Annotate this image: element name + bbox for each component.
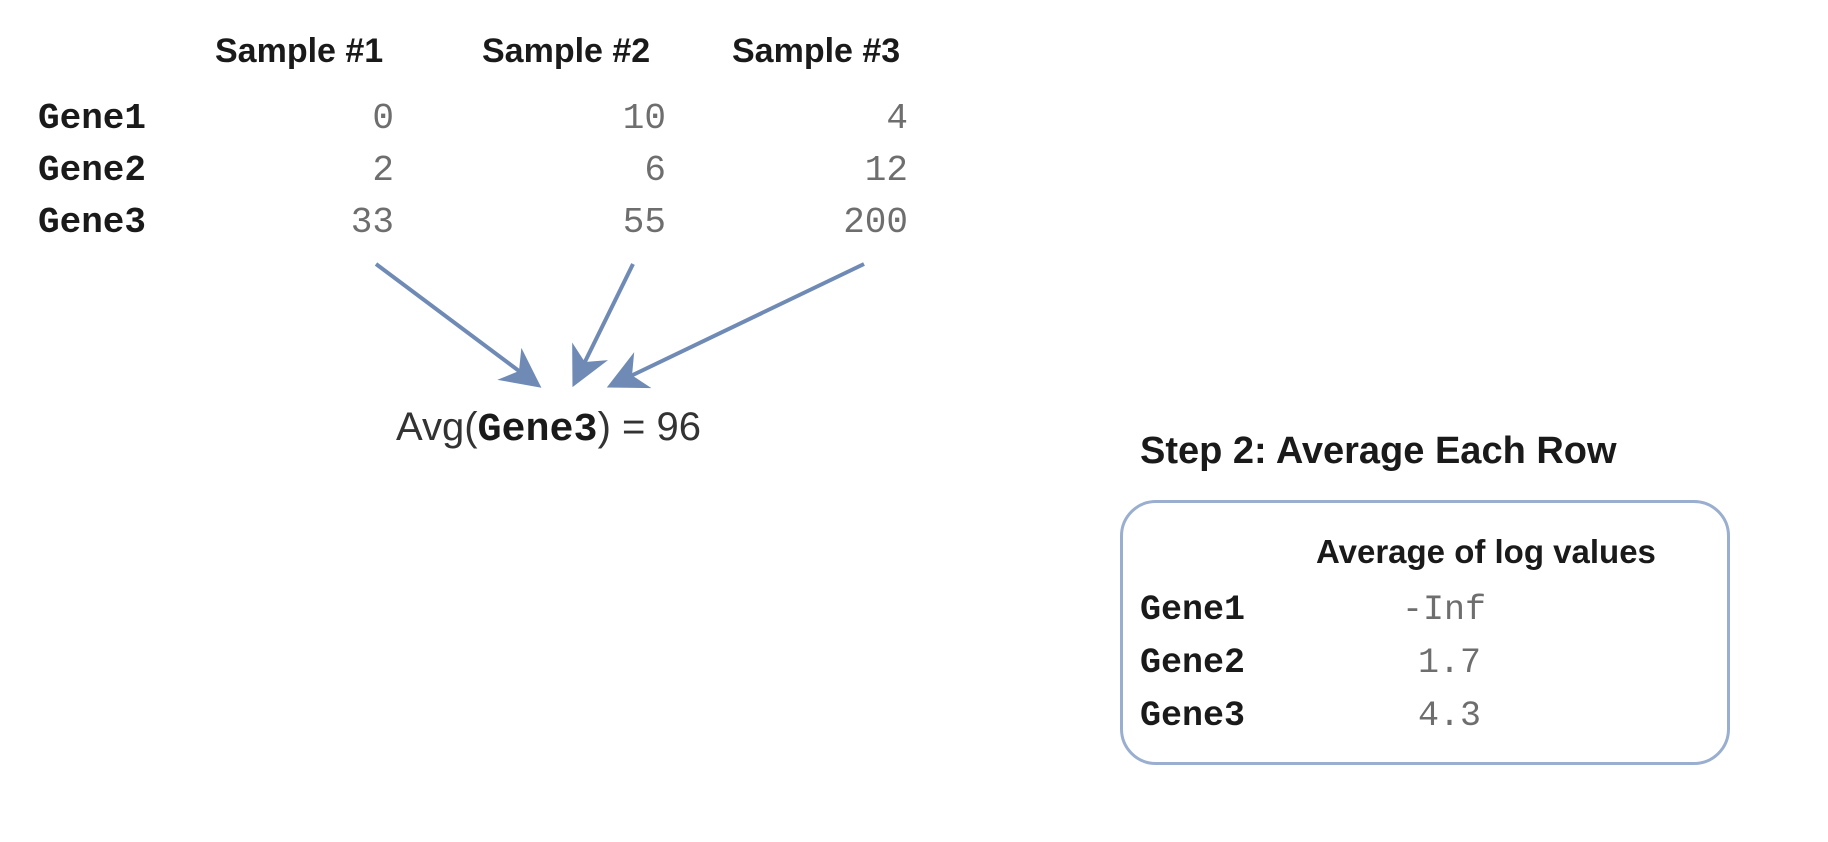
average-formula: Avg(Gene3) = 96 [396,405,701,453]
average-prefix: Avg( [396,405,478,449]
arrow-from-sample1 [374,262,542,388]
cell-gene1-sample1: 0 [372,98,394,139]
row-label-gene1: Gene1 [38,98,147,139]
column-header-sample-2: Sample #2 [482,32,651,70]
cell-gene2-sample1: 2 [372,150,394,191]
cell-gene2-sample3: 12 [864,150,908,191]
result-value-gene2: 1.7 [1418,643,1482,683]
result-row-label-gene1: Gene1 [1140,590,1246,630]
row-label-gene3: Gene3 [38,202,147,243]
result-value-gene3: 4.3 [1418,696,1482,736]
average-gene: Gene3 [477,408,598,453]
arrow-from-sample2 [572,263,635,388]
result-row-label-gene2: Gene2 [1140,643,1246,683]
cell-gene1-sample2: 10 [622,98,666,139]
cell-gene3-sample3: 200 [843,202,908,243]
result-value-gene1: -Inf [1402,590,1487,630]
cell-gene3-sample2: 55 [622,202,666,243]
row-label-gene2: Gene2 [38,150,147,191]
column-header-sample-1: Sample #1 [215,32,384,70]
result-column-header: Average of log values [1316,533,1656,570]
column-header-sample-3: Sample #3 [732,32,901,70]
result-row-label-gene3: Gene3 [1140,696,1246,736]
step2-title: Step 2: Average Each Row [1140,430,1617,472]
cell-gene3-sample1: 33 [350,202,394,243]
arrow-from-sample3 [606,262,865,389]
cell-gene1-sample3: 4 [886,98,908,139]
average-suffix: ) = 96 [597,405,701,449]
result-box [1120,500,1730,765]
cell-gene2-sample2: 6 [644,150,666,191]
